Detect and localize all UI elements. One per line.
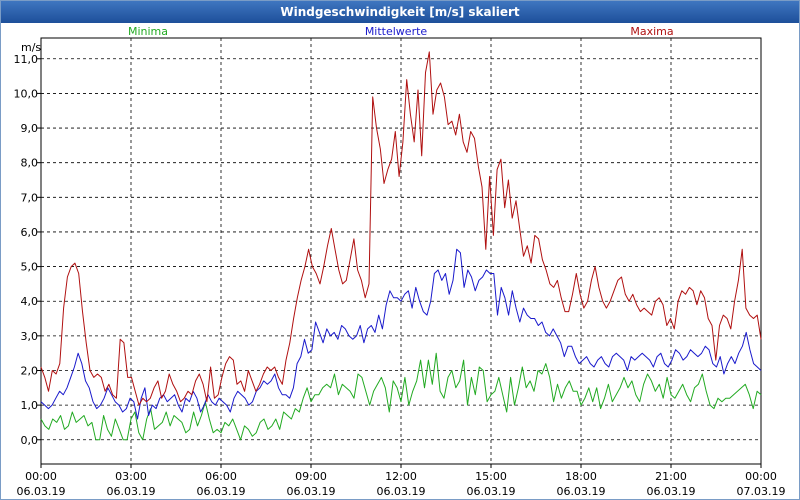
y-tick-label: 11,0 [14, 53, 39, 66]
legend-entry: Maxima [630, 25, 673, 38]
legend-entry: Mittelwerte [365, 25, 428, 38]
x-axis-ticks: 00:00 06.03.19 03:00 06.03.19 06:00 06.03.19 0… [17, 464, 786, 498]
grid-lines [41, 38, 761, 464]
x-tick-date-label: 06.03.19 [377, 485, 426, 498]
x-tick-date-label: 06.03.19 [557, 485, 606, 498]
y-tick-label: 5,0 [21, 261, 39, 274]
y-tick-label: 6,0 [21, 226, 39, 239]
y-axis-unit-label: m/s [21, 41, 41, 54]
x-tick-time-label: 00:00 [25, 470, 57, 483]
series-line-maxima [40, 51, 762, 406]
y-tick-label: 4,0 [21, 295, 39, 308]
x-tick-time-label: 12:00 [385, 470, 417, 483]
x-tick-date-label: 06.03.19 [467, 485, 516, 498]
x-tick-time-label: 15:00 [475, 470, 507, 483]
y-tick-label: 2,0 [21, 364, 39, 377]
legend-entry: Minima [128, 25, 168, 38]
x-tick-date-label: 06.03.19 [107, 485, 156, 498]
series-line-minima [40, 352, 762, 441]
x-tick-time-label: 21:00 [655, 470, 687, 483]
y-tick-label: 3,0 [21, 330, 39, 343]
chart-title: Windgeschwindigkeit [m/s] skaliert [1, 1, 799, 23]
x-tick-time-label: 00:00 [745, 470, 777, 483]
x-tick-date-label: 06.03.19 [647, 485, 696, 498]
x-tick-time-label: 09:00 [295, 470, 327, 483]
x-tick-time-label: 18:00 [565, 470, 597, 483]
x-tick-date-label: 06.03.19 [287, 485, 336, 498]
y-tick-label: 1,0 [21, 399, 39, 412]
x-tick-date-label: 06.03.19 [197, 485, 246, 498]
y-tick-label: 8,0 [21, 157, 39, 170]
y-axis-ticks: 0,0 1,0 2,0 3,0 4,0 5,0 6,0 7,0 8,0 9,0 10,0 11,0 [14, 53, 41, 447]
y-tick-label: 7,0 [21, 191, 39, 204]
x-tick-time-label: 03:00 [115, 470, 147, 483]
y-tick-label: 9,0 [21, 122, 39, 135]
x-tick-date-label: 07.03.19 [737, 485, 786, 498]
legend: Minima Mittelwerte Maxima [128, 25, 674, 38]
y-tick-label: 10,0 [14, 87, 39, 100]
series-lines [40, 51, 762, 441]
y-tick-label: 0,0 [21, 434, 39, 447]
x-tick-date-label: 06.03.19 [17, 485, 66, 498]
x-tick-time-label: 06:00 [205, 470, 237, 483]
